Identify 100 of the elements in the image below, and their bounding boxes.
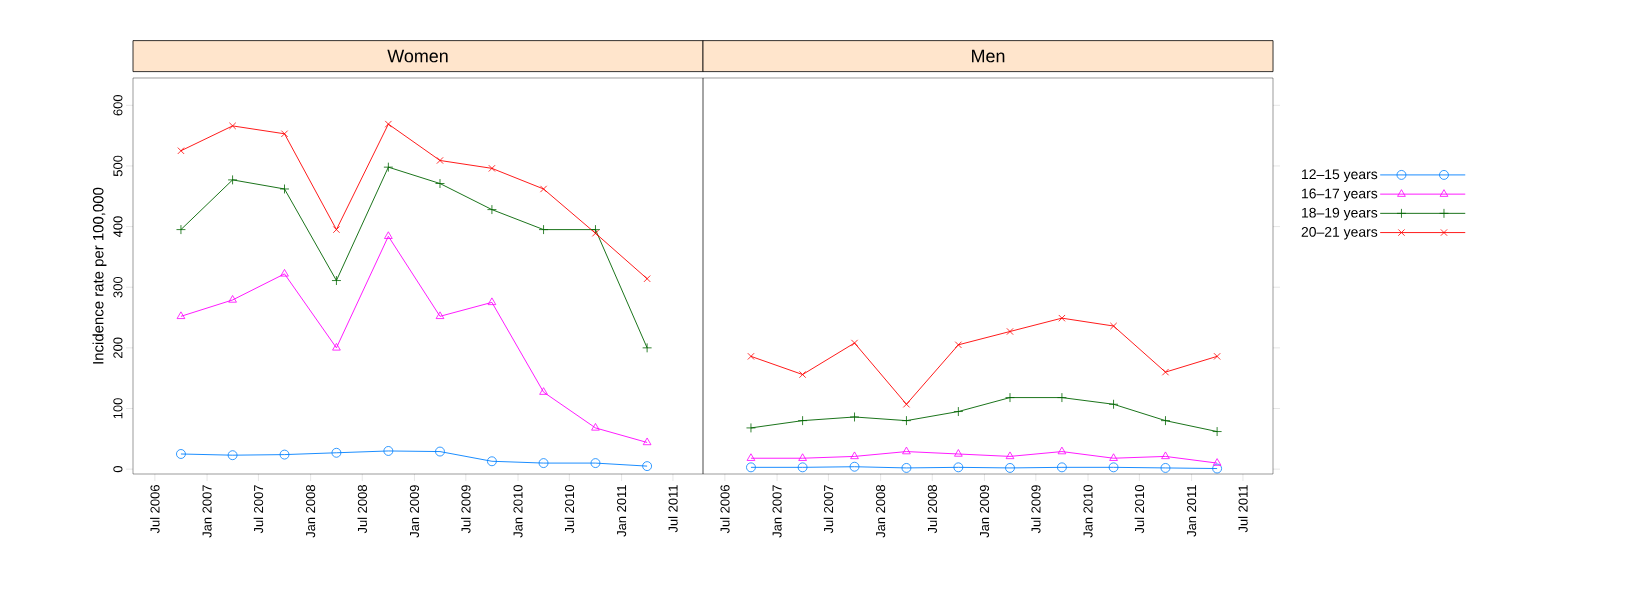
y-tick-label: 500 <box>113 155 123 177</box>
legend-label: 18–19 years <box>1302 207 1378 221</box>
point <box>1212 458 1222 466</box>
point <box>1160 415 1171 426</box>
x-tick-label: Jul 2010 <box>1134 485 1145 534</box>
point <box>1108 462 1119 473</box>
point <box>1005 451 1015 460</box>
x-tick-label: Jan 2011 <box>616 485 627 537</box>
point <box>487 297 497 306</box>
x-tick-label: Jul 2010 <box>564 485 575 534</box>
legend-label: 16–17 years <box>1302 188 1378 202</box>
point <box>591 423 600 431</box>
point <box>953 462 964 473</box>
point <box>1161 451 1170 460</box>
point <box>487 204 497 215</box>
y-tick-label: 200 <box>113 337 123 359</box>
point <box>642 437 652 446</box>
point <box>487 456 497 467</box>
point <box>902 446 911 455</box>
point <box>435 178 445 189</box>
point <box>747 352 755 360</box>
x-tick-label: Jan 2008 <box>876 485 886 538</box>
x-tick-label: Jan 2009 <box>409 485 420 538</box>
y-tick-label: 0 <box>113 466 123 473</box>
x-tick-label: Jul 2009 <box>1031 485 1041 534</box>
point <box>280 130 289 138</box>
point <box>797 415 808 426</box>
point <box>488 164 496 172</box>
point <box>746 462 756 473</box>
point <box>176 224 186 235</box>
point <box>436 156 444 165</box>
point <box>383 162 394 173</box>
y-tick-label: 400 <box>113 216 123 238</box>
x-tick-label: Jul 2007 <box>823 485 834 534</box>
point <box>643 275 651 283</box>
point <box>1161 368 1170 376</box>
y-axis-title: Incidence rate per 100,000 <box>92 187 107 364</box>
point <box>953 406 964 417</box>
x-tick-label: Jul 2009 <box>461 485 471 534</box>
point <box>590 224 601 235</box>
x-tick-label: Jul 2011 <box>1238 485 1248 533</box>
point <box>1109 322 1118 330</box>
y-tick-label: 100 <box>113 398 123 419</box>
point <box>849 461 860 472</box>
legend-label: 12–15 years <box>1302 169 1378 182</box>
y-tick-label: 600 <box>113 94 123 116</box>
point <box>332 226 340 234</box>
point <box>1057 462 1067 473</box>
point <box>746 453 756 461</box>
point <box>228 295 237 303</box>
point <box>849 412 860 422</box>
point <box>435 311 445 319</box>
point <box>331 275 342 286</box>
point <box>176 311 186 319</box>
point <box>1058 314 1066 322</box>
point <box>229 122 237 130</box>
point <box>538 458 549 468</box>
legend-label: 20–21 years <box>1301 226 1378 240</box>
point <box>954 449 963 457</box>
x-tick-label: Jan 2010 <box>513 485 523 538</box>
point <box>383 446 394 456</box>
point <box>539 185 548 193</box>
point <box>384 120 392 128</box>
point <box>1057 392 1067 403</box>
x-tick-label: Jul 2006 <box>150 485 160 534</box>
point <box>1057 446 1067 455</box>
point <box>331 447 342 458</box>
point <box>902 400 911 408</box>
x-tick-label: Jan 2007 <box>772 485 782 538</box>
point <box>1160 463 1171 473</box>
point <box>176 449 186 459</box>
point <box>798 453 807 461</box>
point <box>227 450 238 461</box>
point <box>642 461 652 471</box>
point <box>279 184 290 194</box>
point <box>850 451 859 460</box>
point <box>177 147 185 155</box>
point <box>279 449 290 460</box>
point <box>642 342 652 353</box>
point <box>1109 453 1118 461</box>
x-tick-label: Jan 2011 <box>1186 485 1197 537</box>
point <box>1213 352 1221 360</box>
point <box>1212 463 1222 474</box>
x-tick-label: Jul 2006 <box>720 485 730 534</box>
point <box>1108 399 1119 410</box>
x-tick-label: Jan 2010 <box>1083 485 1093 538</box>
point <box>435 446 445 457</box>
point <box>1212 426 1222 437</box>
point <box>797 462 808 473</box>
point <box>954 341 962 349</box>
chart-title: Men <box>972 49 1005 63</box>
point <box>227 174 238 185</box>
point <box>746 423 756 433</box>
x-tick-label: Jan 2007 <box>202 485 212 538</box>
point <box>280 268 289 277</box>
point <box>901 463 912 473</box>
point <box>1005 392 1015 403</box>
y-tick-label: 300 <box>113 276 123 298</box>
x-tick-label: Jan 2009 <box>979 485 990 538</box>
point <box>384 231 393 239</box>
